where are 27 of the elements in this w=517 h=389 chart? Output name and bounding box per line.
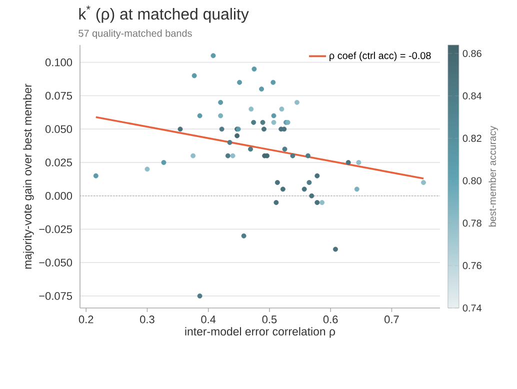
y-tick-label: −0.050	[39, 258, 72, 266]
color-bar-title: best-member accuracy	[488, 126, 498, 227]
color-bar-label: 0.82	[462, 134, 482, 142]
x-tick-label: 0.3	[140, 316, 154, 324]
y-tick-label: 0.050	[45, 125, 72, 133]
color-bar-label: 0.80	[462, 177, 482, 184]
x-tick-label: 0.6	[323, 316, 338, 324]
x-tick-label: 0.2	[78, 316, 94, 324]
color-bar-label: 0.84	[462, 92, 482, 100]
y-tick-label: 0.025	[45, 158, 72, 166]
y-tick-label: 0.075	[45, 92, 72, 100]
x-axis-title: inter-model error correlation ρ	[185, 327, 336, 338]
x-tick-label: 0.4	[201, 316, 216, 324]
color-bar-label: 0.78	[462, 220, 482, 227]
y-tick-label: −0.025	[39, 225, 72, 234]
chart-title: k$^{*}$ (ρ) at matched quality	[79, 6, 249, 23]
color-bar-label: 0.76	[462, 262, 482, 270]
color-bar-label: 0.74	[462, 304, 482, 312]
legend-label: ρ coef (ctrl acc) = -0.08	[330, 52, 431, 62]
color-bar-label: 0.86	[462, 50, 482, 58]
y-tick-label: −0.075	[39, 292, 72, 300]
x-tick-label: 0.5	[262, 316, 277, 324]
chart-subtitle: 57 quality-matched bands	[78, 30, 192, 39]
y-axis-title: majority-vote gain over best member	[23, 84, 34, 269]
x-tick-label: 0.7	[384, 316, 399, 324]
y-tick-label: 0.000	[45, 192, 72, 200]
y-tick-label: 0.100	[45, 58, 72, 66]
